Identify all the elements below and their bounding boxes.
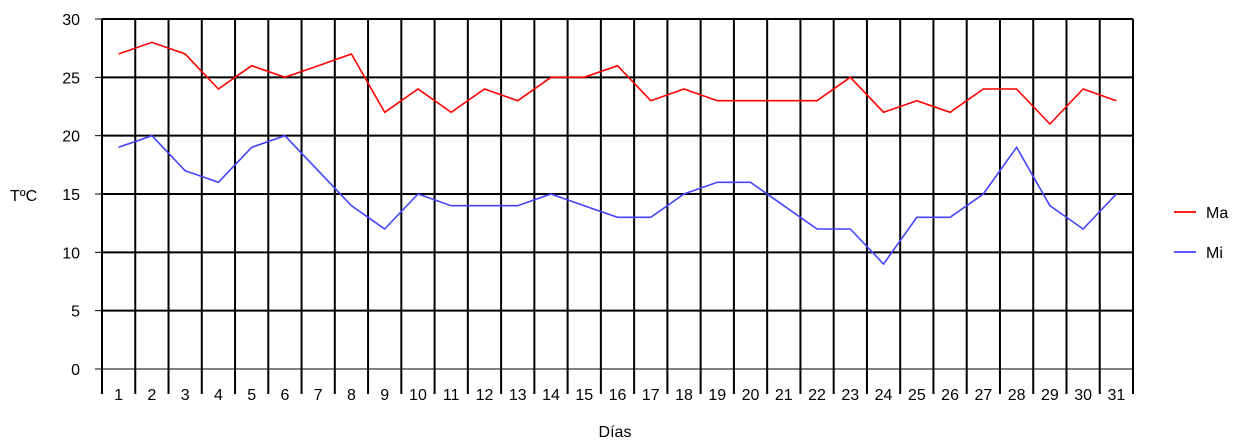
x-tick-label: 12 [476,387,494,404]
x-tick-label: 27 [974,387,992,404]
x-tick-label: 8 [347,387,356,404]
x-tick-label: 4 [214,387,223,404]
x-tick-label: 24 [875,387,893,404]
x-tick-label: 13 [509,387,527,404]
x-tick-label: 9 [380,387,389,404]
x-tick-label: 26 [941,387,959,404]
x-tick-label: 1 [114,387,123,404]
x-tick-label: 14 [542,387,560,404]
legend-label-mi: Mi [1206,245,1223,262]
x-tick-label: 18 [675,387,693,404]
x-tick-labels: 1 2 3 4 5 6 7 8 9 10 11 12 13 14 15 16 17 18 19 20 21 22 23 24 2… [114,387,1125,404]
x-tick-label: 29 [1041,387,1059,404]
x-tick-label: 21 [775,387,793,404]
x-tick-label: 15 [575,387,593,404]
y-tick-label: 0 [71,362,80,379]
x-tick-label: 10 [409,387,427,404]
x-tick-label: 5 [247,387,256,404]
x-tick-label: 17 [642,387,660,404]
y-tick-label: 5 [71,304,80,321]
legend-label-ma: Ma [1206,205,1228,222]
series-line-mi [118,134,1117,266]
y-tick-label: 25 [62,70,80,87]
y-tick-label: 10 [62,245,80,262]
series-line-ma [118,41,1117,126]
x-tick-label: 22 [808,387,826,404]
x-tick-label: 30 [1074,387,1092,404]
x-tick-label: 11 [443,387,460,404]
y-tick-label: 20 [62,129,80,146]
x-tick-label: 6 [280,387,289,404]
legend: Ma Mi [1174,205,1228,262]
y-axis-label: TºC [10,188,37,205]
y-tick-label: 30 [62,12,80,29]
x-tick-label: 3 [181,387,190,404]
grid-lines [101,18,1134,394]
x-tick-label: 28 [1008,387,1026,404]
x-tick-label: 20 [742,387,760,404]
axes [95,18,1133,370]
x-axis-label: Días [599,424,632,441]
x-tick-label: 31 [1107,387,1125,404]
x-tick-label: 19 [708,387,726,404]
x-tick-label: 7 [314,387,323,404]
x-tick-label: 23 [841,387,859,404]
x-tick-label: 16 [609,387,627,404]
y-tick-labels: 0 5 10 15 20 25 30 [62,12,80,379]
series-lines [118,41,1117,266]
x-tick-label: 25 [908,387,926,404]
x-tick-label: 2 [147,387,156,404]
y-tick-label: 15 [62,187,80,204]
